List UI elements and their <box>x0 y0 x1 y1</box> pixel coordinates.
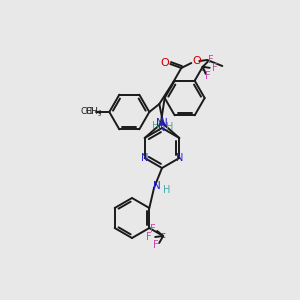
Text: F: F <box>208 55 214 65</box>
Text: CH: CH <box>80 107 92 116</box>
Text: C: C <box>200 66 205 72</box>
Text: H: H <box>166 122 173 132</box>
Text: H: H <box>163 185 171 195</box>
Text: CH₃: CH₃ <box>85 107 102 116</box>
Text: N: N <box>158 123 166 133</box>
Text: F: F <box>205 71 211 81</box>
Text: F: F <box>153 240 159 250</box>
Text: N: N <box>141 153 148 163</box>
Text: N: N <box>156 118 164 128</box>
Text: F: F <box>150 224 156 234</box>
Text: F: F <box>212 63 218 73</box>
Text: C: C <box>161 233 166 239</box>
Text: H: H <box>152 121 159 131</box>
Text: O: O <box>160 58 169 68</box>
Text: O: O <box>192 56 201 66</box>
Text: N: N <box>160 118 168 128</box>
Text: N: N <box>176 153 183 163</box>
Text: ₃: ₃ <box>97 110 100 118</box>
Text: N: N <box>153 181 161 191</box>
Text: F: F <box>146 232 152 242</box>
